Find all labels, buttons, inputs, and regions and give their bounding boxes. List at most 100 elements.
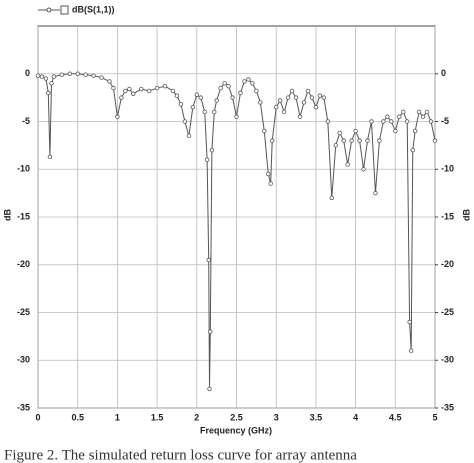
data-point xyxy=(194,92,199,97)
data-point xyxy=(345,162,350,167)
y2-tick-label: -10 xyxy=(441,164,454,174)
data-point xyxy=(254,88,259,94)
y-tick-label: 0 xyxy=(25,68,30,78)
caption: Figure 2. The simulated return loss curv… xyxy=(4,447,357,463)
data-point xyxy=(39,74,45,79)
data-point xyxy=(207,386,212,392)
x-tick-label: 0 xyxy=(35,412,40,422)
data-point xyxy=(432,138,438,143)
x-tick-label: 4.5 xyxy=(389,412,402,422)
data-point xyxy=(170,88,176,94)
data-point xyxy=(325,119,331,124)
legend-marker xyxy=(46,7,52,13)
data-point xyxy=(67,71,72,76)
data-point xyxy=(212,109,217,115)
x-axis-label: Frequency (GHz) xyxy=(200,425,272,435)
data-point xyxy=(381,119,386,124)
data-point xyxy=(266,171,271,177)
data-point xyxy=(301,100,307,105)
data-point xyxy=(206,257,211,263)
data-point xyxy=(424,109,430,115)
data-point xyxy=(178,102,184,107)
y-tick-label: -30 xyxy=(17,355,30,365)
data-point xyxy=(258,100,263,105)
data-point xyxy=(59,72,65,77)
data-point xyxy=(285,95,291,100)
data-point xyxy=(274,104,279,110)
data-point xyxy=(289,88,295,94)
data-point xyxy=(246,77,251,82)
data-point xyxy=(154,85,160,91)
data-point xyxy=(408,348,414,353)
x-tick-label: 3 xyxy=(274,412,279,422)
data-point xyxy=(218,85,223,91)
data-point xyxy=(208,329,213,334)
y-axis-label: dB xyxy=(2,209,12,221)
data-point xyxy=(277,98,283,103)
data-point xyxy=(111,85,116,91)
data-point xyxy=(198,95,203,100)
data-point xyxy=(385,114,390,119)
legend-label: dB(S(1,1)) xyxy=(72,4,115,14)
data-point xyxy=(242,79,247,84)
y-tick-label: -10 xyxy=(17,164,30,174)
data-point xyxy=(204,157,210,162)
data-point xyxy=(182,119,188,124)
data-point xyxy=(139,86,144,92)
data-point xyxy=(270,138,275,143)
data-point xyxy=(119,95,124,100)
data-point xyxy=(329,195,334,201)
y2-tick-label: -35 xyxy=(441,402,454,412)
data-point xyxy=(174,93,180,98)
data-point xyxy=(349,138,354,143)
data-point xyxy=(365,138,370,143)
data-point xyxy=(131,91,136,97)
data-point xyxy=(146,88,152,94)
data-point xyxy=(214,98,219,103)
data-point xyxy=(428,119,434,124)
data-point xyxy=(333,143,338,148)
y2-tick-label: -5 xyxy=(441,116,449,126)
x-tick-label: 3.5 xyxy=(310,412,323,422)
y-tick-label: -25 xyxy=(17,307,30,317)
x-tick-label: 4 xyxy=(353,412,358,422)
data-point xyxy=(99,75,104,80)
data-point xyxy=(234,114,239,119)
data-point xyxy=(305,88,311,94)
y-tick-label: -20 xyxy=(17,259,30,269)
data-point xyxy=(297,114,303,119)
data-point xyxy=(416,109,422,115)
data-point xyxy=(107,79,112,84)
x-tick-label: 1 xyxy=(115,412,120,422)
y2-tick-label: -25 xyxy=(441,307,454,317)
data-point xyxy=(293,95,299,100)
data-point xyxy=(222,81,227,86)
data-point xyxy=(35,73,41,78)
data-point xyxy=(309,95,315,100)
data-point xyxy=(91,73,96,78)
data-point xyxy=(357,138,362,143)
data-point xyxy=(369,119,374,124)
data-point xyxy=(377,138,382,143)
y-tick-label: -15 xyxy=(17,211,30,221)
data-point xyxy=(226,83,231,89)
data-point xyxy=(361,167,366,172)
data-point xyxy=(410,147,415,153)
data-point xyxy=(313,104,319,110)
y-tick-label: -35 xyxy=(17,402,30,412)
data-point xyxy=(49,81,54,86)
x-tick-label: 2.5 xyxy=(230,412,243,422)
legend-box xyxy=(60,5,69,15)
data-point xyxy=(407,319,412,325)
data-point xyxy=(209,147,215,153)
data-point xyxy=(420,114,426,119)
data-point xyxy=(127,86,132,92)
data-point xyxy=(389,119,394,124)
data-point xyxy=(321,95,327,100)
data-point xyxy=(83,72,88,77)
data-point xyxy=(46,90,51,96)
data-point xyxy=(405,119,410,124)
data-point xyxy=(123,88,128,94)
data-point xyxy=(115,114,120,119)
data-point xyxy=(186,133,192,139)
